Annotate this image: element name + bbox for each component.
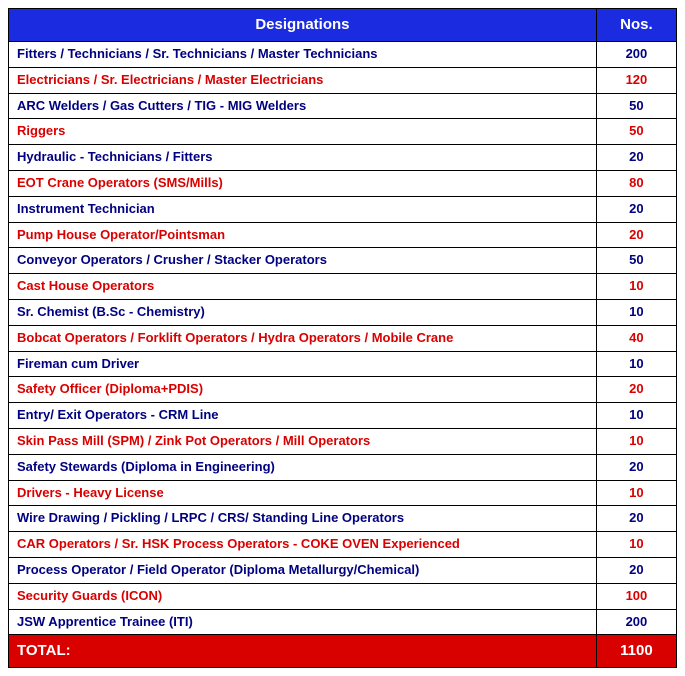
nos-cell: 20 <box>596 377 676 403</box>
table-row: Instrument Technician20 <box>9 196 677 222</box>
table-row: Security Guards (ICON)100 <box>9 583 677 609</box>
table-row: ARC Welders / Gas Cutters / TIG - MIG We… <box>9 93 677 119</box>
designation-cell: Bobcat Operators / Forklift Operators / … <box>9 325 597 351</box>
total-row: TOTAL:1100 <box>9 635 677 668</box>
nos-cell: 20 <box>596 145 676 171</box>
table-row: Fitters / Technicians / Sr. Technicians … <box>9 42 677 68</box>
table-row: Pump House Operator/Pointsman20 <box>9 222 677 248</box>
table-row: Sr. Chemist (B.Sc - Chemistry)10 <box>9 299 677 325</box>
table-row: CAR Operators / Sr. HSK Process Operator… <box>9 532 677 558</box>
nos-cell: 10 <box>596 351 676 377</box>
nos-cell: 20 <box>596 196 676 222</box>
nos-cell: 10 <box>596 274 676 300</box>
designation-cell: Sr. Chemist (B.Sc - Chemistry) <box>9 299 597 325</box>
designation-cell: Instrument Technician <box>9 196 597 222</box>
table-row: JSW Apprentice Trainee (ITI)200 <box>9 609 677 635</box>
table-row: Hydraulic - Technicians / Fitters20 <box>9 145 677 171</box>
header-designations: Designations <box>9 9 597 42</box>
designation-cell: Fireman cum Driver <box>9 351 597 377</box>
designation-cell: Electricians / Sr. Electricians / Master… <box>9 67 597 93</box>
designation-cell: Security Guards (ICON) <box>9 583 597 609</box>
table-row: Cast House Operators10 <box>9 274 677 300</box>
designation-cell: Riggers <box>9 119 597 145</box>
designation-cell: Drivers - Heavy License <box>9 480 597 506</box>
designation-cell: JSW Apprentice Trainee (ITI) <box>9 609 597 635</box>
table-row: Conveyor Operators / Crusher / Stacker O… <box>9 248 677 274</box>
total-label: TOTAL: <box>9 635 597 668</box>
table-row: Fireman cum Driver10 <box>9 351 677 377</box>
nos-cell: 20 <box>596 454 676 480</box>
nos-cell: 10 <box>596 532 676 558</box>
nos-cell: 50 <box>596 248 676 274</box>
table-row: Entry/ Exit Operators - CRM Line10 <box>9 403 677 429</box>
nos-cell: 10 <box>596 480 676 506</box>
table-row: Safety Stewards (Diploma in Engineering)… <box>9 454 677 480</box>
table-row: Skin Pass Mill (SPM) / Zink Pot Operator… <box>9 428 677 454</box>
designation-cell: ARC Welders / Gas Cutters / TIG - MIG We… <box>9 93 597 119</box>
nos-cell: 100 <box>596 583 676 609</box>
nos-cell: 120 <box>596 67 676 93</box>
table-row: Riggers50 <box>9 119 677 145</box>
designations-table: Designations Nos. Fitters / Technicians … <box>8 8 677 668</box>
table-row: Process Operator / Field Operator (Diplo… <box>9 557 677 583</box>
table-row: Safety Officer (Diploma+PDIS)20 <box>9 377 677 403</box>
designation-cell: Pump House Operator/Pointsman <box>9 222 597 248</box>
nos-cell: 200 <box>596 609 676 635</box>
nos-cell: 40 <box>596 325 676 351</box>
designation-cell: Safety Stewards (Diploma in Engineering) <box>9 454 597 480</box>
table-row: Bobcat Operators / Forklift Operators / … <box>9 325 677 351</box>
designation-cell: EOT Crane Operators (SMS/Mills) <box>9 170 597 196</box>
designation-cell: Fitters / Technicians / Sr. Technicians … <box>9 42 597 68</box>
designation-cell: Hydraulic - Technicians / Fitters <box>9 145 597 171</box>
table-row: Electricians / Sr. Electricians / Master… <box>9 67 677 93</box>
nos-cell: 10 <box>596 299 676 325</box>
nos-cell: 20 <box>596 557 676 583</box>
table-header-row: Designations Nos. <box>9 9 677 42</box>
total-nos: 1100 <box>596 635 676 668</box>
nos-cell: 10 <box>596 403 676 429</box>
designation-cell: Entry/ Exit Operators - CRM Line <box>9 403 597 429</box>
nos-cell: 80 <box>596 170 676 196</box>
table-row: EOT Crane Operators (SMS/Mills)80 <box>9 170 677 196</box>
nos-cell: 50 <box>596 119 676 145</box>
nos-cell: 20 <box>596 222 676 248</box>
table-row: Drivers - Heavy License10 <box>9 480 677 506</box>
header-nos: Nos. <box>596 9 676 42</box>
designation-cell: Process Operator / Field Operator (Diplo… <box>9 557 597 583</box>
designation-cell: Cast House Operators <box>9 274 597 300</box>
designation-cell: CAR Operators / Sr. HSK Process Operator… <box>9 532 597 558</box>
designation-cell: Safety Officer (Diploma+PDIS) <box>9 377 597 403</box>
designation-cell: Conveyor Operators / Crusher / Stacker O… <box>9 248 597 274</box>
nos-cell: 10 <box>596 428 676 454</box>
designation-cell: Skin Pass Mill (SPM) / Zink Pot Operator… <box>9 428 597 454</box>
nos-cell: 50 <box>596 93 676 119</box>
nos-cell: 200 <box>596 42 676 68</box>
